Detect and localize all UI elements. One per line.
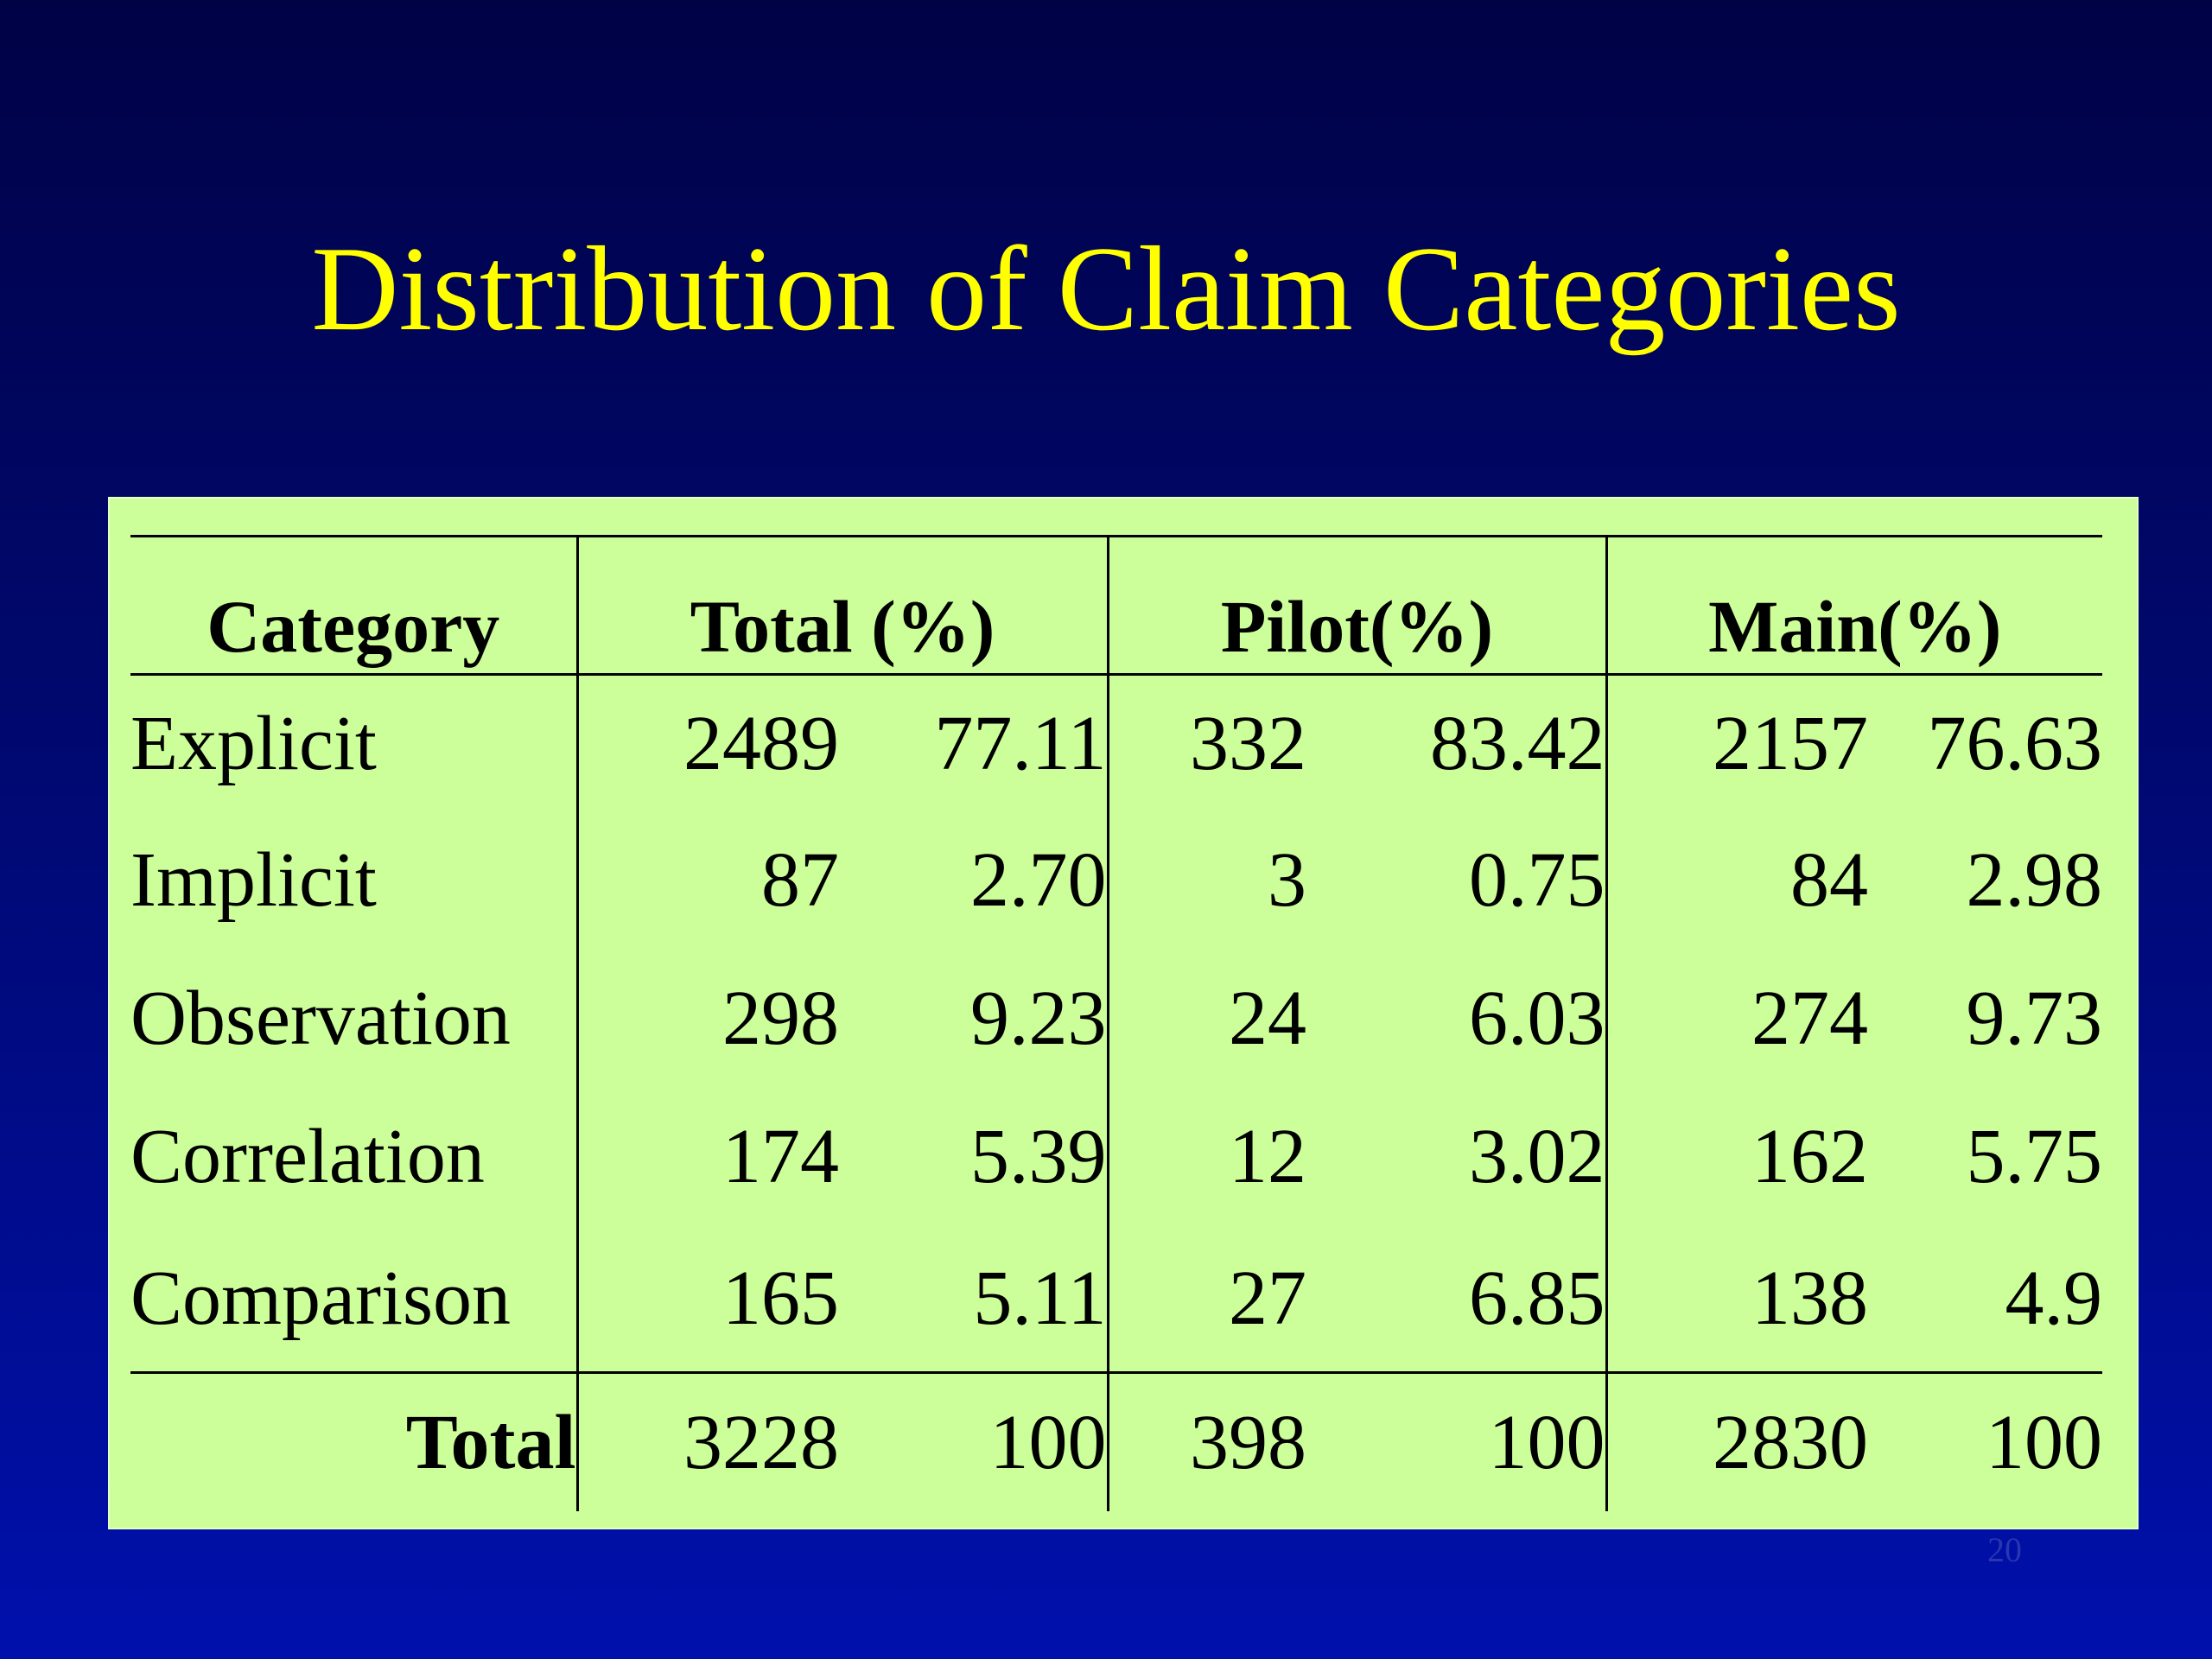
cell-pilot-percent: 6.85 bbox=[1306, 1225, 1608, 1373]
cell-main-percent: 76.63 bbox=[1927, 700, 2103, 786]
cell-total-percent: 2.70 bbox=[839, 810, 1109, 950]
cell-main-percent: 5.75 bbox=[1966, 1114, 2103, 1199]
table-row: Observation 298 9.23 24 6.03 274 9.73 bbox=[130, 949, 2103, 1088]
cell-pilot-count: 24 bbox=[1229, 976, 1306, 1061]
table-total-row: Total 3228 100 398 100 2830 100 bbox=[130, 1372, 2103, 1511]
cell-main-count: 2157 bbox=[1713, 700, 1868, 786]
cell-pilot-count: 27 bbox=[1229, 1255, 1306, 1342]
slide-number: 20 bbox=[1987, 1530, 2022, 1569]
cell-main-count: 162 bbox=[1751, 1114, 1868, 1199]
cell-pilot-count: 332 bbox=[1190, 700, 1306, 786]
cell-total-percent: 5.39 bbox=[839, 1087, 1109, 1226]
cell-total-count: 298 bbox=[722, 976, 839, 1061]
cell-main-percent: 9.73 bbox=[1966, 976, 2103, 1061]
row-category: Implicit bbox=[130, 810, 579, 950]
cell-pilot-count: 12 bbox=[1229, 1114, 1306, 1199]
row-category: Explicit bbox=[130, 674, 579, 811]
cell-total-count: 2489 bbox=[683, 700, 839, 786]
claim-categories-table: Category Total (%) Pilot(%) Main(%) Expl… bbox=[130, 535, 2103, 1511]
row-category: Observation bbox=[130, 949, 579, 1088]
table-row: Explicit 2489 77.11 332 83.42 2157 76.63 bbox=[130, 674, 2103, 811]
cell-total-percent: 5.11 bbox=[839, 1225, 1109, 1373]
slide-title: Distribution of Claim Categories bbox=[311, 222, 1901, 356]
cell-pilot-percent: 83.42 bbox=[1306, 674, 1608, 811]
row-category: Comparison bbox=[130, 1225, 579, 1373]
cell-main-count: 274 bbox=[1751, 976, 1868, 1061]
cell-total-count: 3228 bbox=[683, 1399, 839, 1485]
cell-total-count: 165 bbox=[722, 1255, 839, 1342]
table-row: Comparison 165 5.11 27 6.85 138 4.9 bbox=[130, 1225, 2103, 1373]
cell-pilot-count: 398 bbox=[1190, 1399, 1306, 1485]
cell-total-percent: 9.23 bbox=[839, 949, 1109, 1088]
header-pilot: Pilot(%) bbox=[1108, 536, 1608, 675]
total-label: Total bbox=[130, 1372, 579, 1511]
table-row: Implicit 87 2.70 3 0.75 84 2.98 bbox=[130, 810, 2103, 950]
cell-main-percent: 4.9 bbox=[2005, 1255, 2103, 1342]
cell-total-count: 87 bbox=[761, 837, 839, 923]
cell-pilot-percent: 3.02 bbox=[1306, 1087, 1608, 1226]
table-header-row: Category Total (%) Pilot(%) Main(%) bbox=[130, 536, 2103, 675]
header-main: Main(%) bbox=[1708, 585, 2002, 668]
cell-pilot-count: 3 bbox=[1268, 837, 1306, 923]
cell-total-percent: 77.11 bbox=[839, 674, 1109, 811]
cell-main-percent: 2.98 bbox=[1966, 837, 2103, 923]
cell-main-count: 2830 bbox=[1713, 1399, 1868, 1485]
table-row: Correlation 174 5.39 12 3.02 162 5.75 bbox=[130, 1087, 2103, 1226]
header-total: Total (%) bbox=[577, 536, 1109, 675]
table-panel: Category Total (%) Pilot(%) Main(%) Expl… bbox=[108, 497, 2139, 1529]
cell-pilot-percent: 0.75 bbox=[1306, 810, 1608, 950]
row-category: Correlation bbox=[130, 1087, 579, 1226]
cell-pilot-percent: 6.03 bbox=[1306, 949, 1608, 1088]
cell-pilot-percent: 100 bbox=[1306, 1372, 1608, 1511]
header-category: Category bbox=[130, 536, 579, 675]
cell-main-count: 138 bbox=[1751, 1255, 1868, 1342]
cell-total-percent: 100 bbox=[839, 1372, 1109, 1511]
cell-main-percent: 100 bbox=[1986, 1399, 2103, 1485]
cell-main-count: 84 bbox=[1790, 837, 1868, 923]
cell-total-count: 174 bbox=[722, 1114, 839, 1199]
